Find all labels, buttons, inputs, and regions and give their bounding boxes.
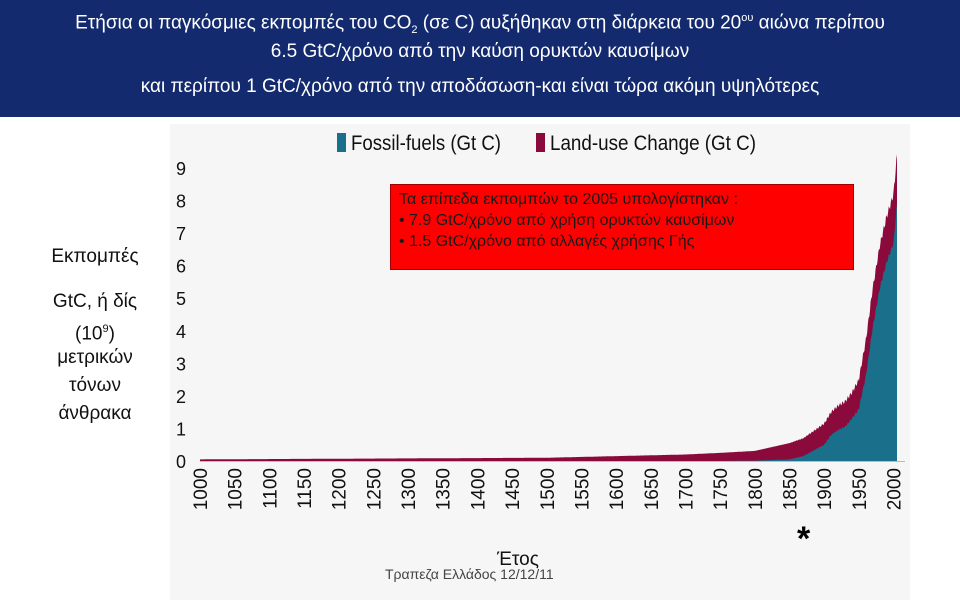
y-tick-label: 1 <box>176 419 186 439</box>
info-box: Τα επίπεδα εκπομπών το 2005 υπολογίστηκα… <box>390 184 854 270</box>
header-line-2: 6.5 GtC/χρόνο από την καύση ορυκτών καυσ… <box>270 41 690 62</box>
series-area-landuse <box>200 154 897 461</box>
x-tick-label: 1150 <box>295 468 316 509</box>
info-box-item-fossil: • 7.9 GtC/χρόνο από χρήση ορυκτών καυσίμ… <box>399 212 735 229</box>
x-tick-label: 1550 <box>572 468 593 510</box>
x-tick-label: 1800 <box>746 468 767 510</box>
header-line-3: και περίπου 1 GtC/χρόνο από την αποδάσωσ… <box>140 76 820 97</box>
footer-source: Τραπεζα Ελλάδος 12/12/11 <box>385 566 554 582</box>
x-tick-label: 1700 <box>677 468 698 510</box>
asterisk-mark: * <box>797 520 811 558</box>
ylabel-line-4: μετρικών <box>57 347 133 368</box>
ylabel-line-1: Εκπομπές <box>51 246 139 267</box>
y-tick-label: 3 <box>176 354 186 374</box>
x-tick-label: 1400 <box>468 468 489 510</box>
x-tick-label: 1000 <box>191 468 212 510</box>
ylabel-line-2: GtC, ή δίς <box>52 291 138 312</box>
legend-swatch-landuse <box>536 133 545 152</box>
legend-swatch-fossil <box>337 133 346 152</box>
ylabel-line-6: άνθρακα <box>58 403 132 424</box>
header-line-1: Ετήσια οι παγκόσμιες εκπομπές του CO2 (σ… <box>75 12 885 37</box>
x-tick-label: 1200 <box>330 468 351 510</box>
legend-label-fossil: Fossil-fuels (Gt C) <box>351 132 501 155</box>
y-tick-label: 7 <box>176 224 186 244</box>
y-tick-label: 6 <box>176 257 186 277</box>
x-tick-label: 1050 <box>226 468 247 510</box>
info-box-title: Τα επίπεδα εκπομπών το 2005 υπολογίστηκα… <box>399 191 738 208</box>
x-tick-label: 1450 <box>503 468 524 510</box>
info-box-item-landuse: • 1.5 GtC/χρόνο από αλλαγές χρήσης Γής <box>399 233 695 250</box>
x-tick-label: 1600 <box>607 468 628 510</box>
y-tick-label: 8 <box>176 192 186 212</box>
x-tick-label: 1850 <box>781 468 802 510</box>
x-tick-label: 1650 <box>642 468 663 510</box>
slide-header: Ετήσια οι παγκόσμιες εκπομπές του CO2 (σ… <box>0 0 960 117</box>
x-tick-label: 1750 <box>711 468 732 510</box>
y-tick-label: 5 <box>176 289 186 309</box>
y-tick-label: 2 <box>176 387 186 407</box>
x-tick-label: 1950 <box>850 468 871 510</box>
x-tick-label: 1100 <box>260 468 281 509</box>
x-tick-label: 1500 <box>538 468 559 510</box>
y-tick-label: 9 <box>176 159 186 179</box>
x-tick-label: 1300 <box>399 468 420 510</box>
x-tick-label: 1350 <box>434 468 455 510</box>
series-area-fossil <box>720 203 897 461</box>
x-tick-label: 2000 <box>885 468 906 510</box>
y-tick-label: 0 <box>176 452 186 472</box>
y-tick-label: 4 <box>176 322 186 342</box>
ylabel-line-3: (109) <box>75 323 115 345</box>
x-axis-label: Έτος <box>497 549 539 570</box>
legend-label-landuse: Land-use Change (Gt C) <box>550 132 756 155</box>
ylabel-line-5: τόνων <box>69 375 121 396</box>
x-tick-label: 1900 <box>815 468 836 510</box>
x-tick-label: 1250 <box>364 468 385 510</box>
